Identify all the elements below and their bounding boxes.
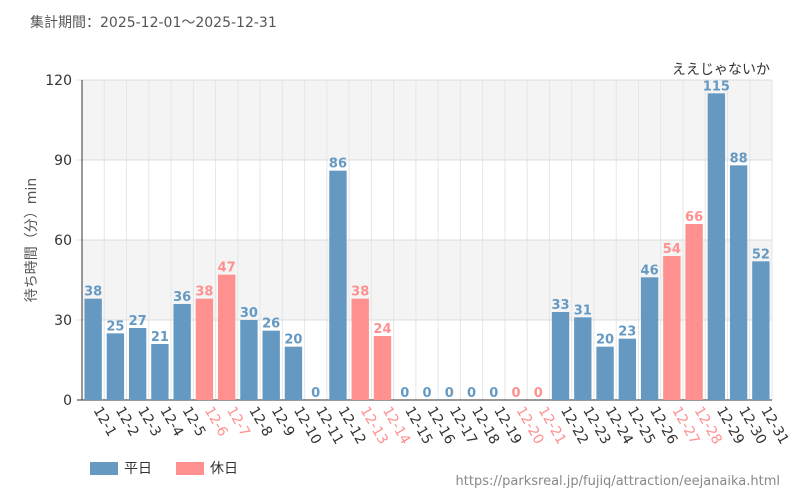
legend: 平日 休日 bbox=[90, 458, 238, 478]
bar-value-label: 38 bbox=[195, 285, 213, 300]
source-url[interactable]: https://parksreal.jp/fujiq/attraction/ee… bbox=[455, 474, 780, 489]
bar-value-label: 52 bbox=[752, 247, 770, 262]
period-label: 集計期間：2025-12-01〜2025-12-31 bbox=[30, 15, 277, 31]
bar bbox=[84, 298, 102, 400]
bar-value-label: 0 bbox=[311, 386, 320, 401]
bar-value-label: 54 bbox=[663, 242, 681, 257]
bar-value-label: 27 bbox=[129, 314, 147, 329]
bar-value-label: 47 bbox=[218, 261, 236, 276]
bar-value-label: 0 bbox=[489, 386, 498, 401]
bar bbox=[729, 165, 748, 400]
bar-value-label: 0 bbox=[512, 386, 521, 401]
bar-value-label: 21 bbox=[151, 330, 169, 345]
bar bbox=[551, 312, 570, 400]
legend-swatch-holiday bbox=[176, 461, 204, 475]
bar-value-label: 86 bbox=[329, 157, 347, 172]
bar bbox=[685, 224, 703, 400]
bar bbox=[262, 330, 280, 400]
bar bbox=[329, 170, 347, 400]
bar bbox=[596, 346, 614, 400]
bar-value-label: 0 bbox=[422, 386, 431, 401]
legend-label-weekday: 平日 bbox=[124, 461, 152, 477]
y-tick-label: 30 bbox=[54, 313, 72, 329]
bar-value-label: 0 bbox=[467, 386, 476, 401]
legend-item-holiday: 休日 bbox=[176, 458, 238, 478]
bar-value-label: 0 bbox=[400, 386, 409, 401]
bar-value-label: 0 bbox=[534, 386, 543, 401]
bar bbox=[284, 346, 303, 400]
bar-value-label: 30 bbox=[240, 306, 258, 321]
bar bbox=[173, 304, 191, 400]
bar-value-label: 46 bbox=[641, 263, 659, 278]
bar-value-label: 66 bbox=[685, 210, 703, 225]
bar bbox=[640, 277, 659, 400]
y-tick-label: 0 bbox=[63, 393, 72, 409]
bar bbox=[351, 298, 369, 400]
bar bbox=[106, 333, 125, 400]
legend-item-weekday: 平日 bbox=[90, 458, 152, 478]
grid-band bbox=[82, 80, 772, 160]
bar-value-label: 24 bbox=[373, 322, 391, 337]
bar bbox=[618, 338, 637, 400]
bar bbox=[663, 256, 681, 400]
bar-value-label: 20 bbox=[284, 333, 302, 348]
bar bbox=[240, 320, 258, 400]
y-tick-label: 120 bbox=[45, 73, 72, 89]
bar-value-label: 38 bbox=[351, 285, 369, 300]
bar bbox=[707, 93, 726, 400]
bar bbox=[217, 274, 236, 400]
legend-swatch-weekday bbox=[90, 461, 118, 475]
bar bbox=[373, 336, 392, 400]
bar bbox=[128, 328, 147, 400]
bar-value-label: 23 bbox=[618, 325, 636, 340]
bar bbox=[574, 317, 592, 400]
bar-value-label: 26 bbox=[262, 317, 280, 332]
bar-value-label: 31 bbox=[574, 303, 592, 318]
bar-value-label: 88 bbox=[730, 151, 748, 166]
bar bbox=[752, 261, 770, 400]
bar-value-label: 25 bbox=[106, 319, 124, 334]
chart-title: ええじゃないか bbox=[672, 62, 770, 78]
bar bbox=[195, 298, 214, 400]
bar-value-label: 115 bbox=[703, 79, 730, 94]
bar-value-label: 33 bbox=[552, 298, 570, 313]
y-tick-label: 90 bbox=[54, 153, 72, 169]
bar bbox=[151, 344, 169, 400]
legend-label-holiday: 休日 bbox=[210, 461, 238, 477]
bar-value-label: 36 bbox=[173, 290, 191, 305]
y-axis-label: 待ち時間（分）min bbox=[24, 178, 40, 302]
bar-value-label: 20 bbox=[596, 333, 614, 348]
bar-value-label: 38 bbox=[84, 285, 102, 300]
bar-value-label: 0 bbox=[445, 386, 454, 401]
y-tick-label: 60 bbox=[54, 233, 72, 249]
